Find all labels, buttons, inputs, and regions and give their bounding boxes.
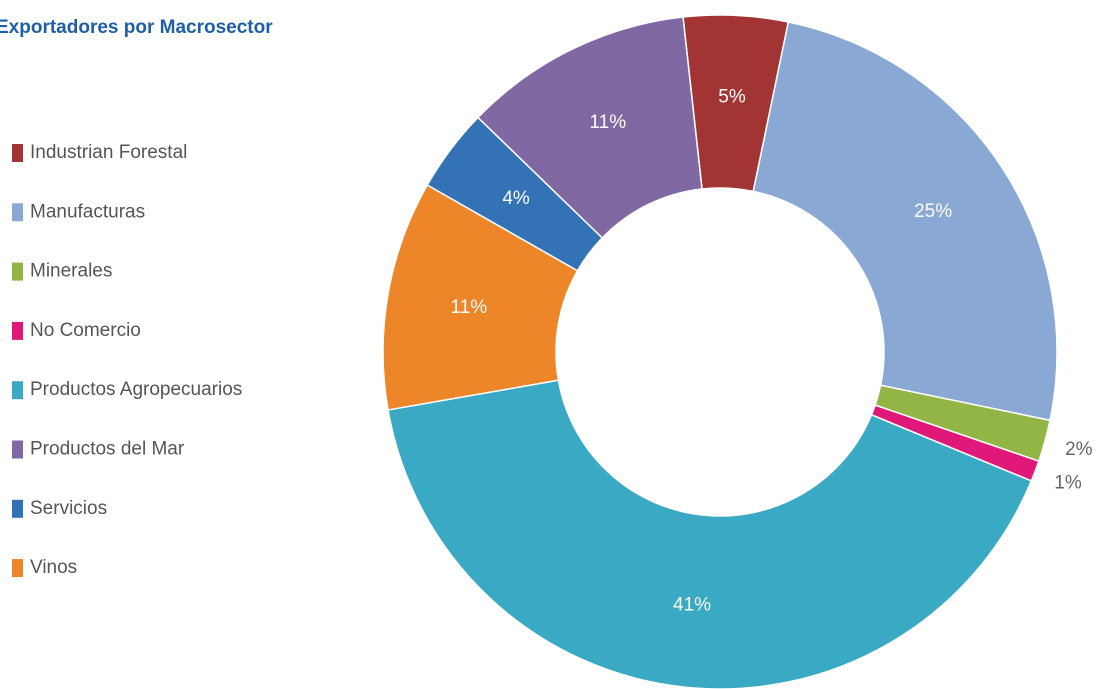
legend-label: Minerales <box>30 261 112 282</box>
legend-swatch <box>12 499 23 518</box>
legend-label: Productos Agropecuarios <box>30 379 242 400</box>
donut-slice <box>752 21 1058 422</box>
donut-slice <box>382 184 579 411</box>
slice-label: 11% <box>590 112 627 133</box>
legend-label: Vinos <box>30 557 77 578</box>
legend-swatch <box>12 262 23 281</box>
legend-swatch <box>12 559 23 578</box>
chart-title: Exportadores por Macrosector <box>0 17 273 38</box>
legend-label: Servicios <box>30 498 107 519</box>
slice-label: 4% <box>502 188 530 209</box>
slice-label: 5% <box>718 86 746 107</box>
legend-swatch <box>12 321 23 340</box>
slice-label: 11% <box>450 297 487 318</box>
legend-swatch <box>12 440 23 459</box>
slice-label: 2% <box>1065 439 1093 460</box>
slice-label: 25% <box>914 201 952 222</box>
legend-swatch <box>12 203 23 222</box>
legend-label: Industrian Forestal <box>30 142 187 163</box>
donut-slice <box>476 16 703 239</box>
legend-label: Productos del Mar <box>30 439 185 460</box>
legend-swatch <box>12 381 23 400</box>
legend-swatch <box>12 144 23 162</box>
donut-slice <box>387 379 1033 689</box>
legend-label: No Comercio <box>30 320 141 341</box>
slice-label: 41% <box>673 594 711 615</box>
legend-label: Manufacturas <box>30 201 145 222</box>
slice-label: 1% <box>1054 473 1082 494</box>
